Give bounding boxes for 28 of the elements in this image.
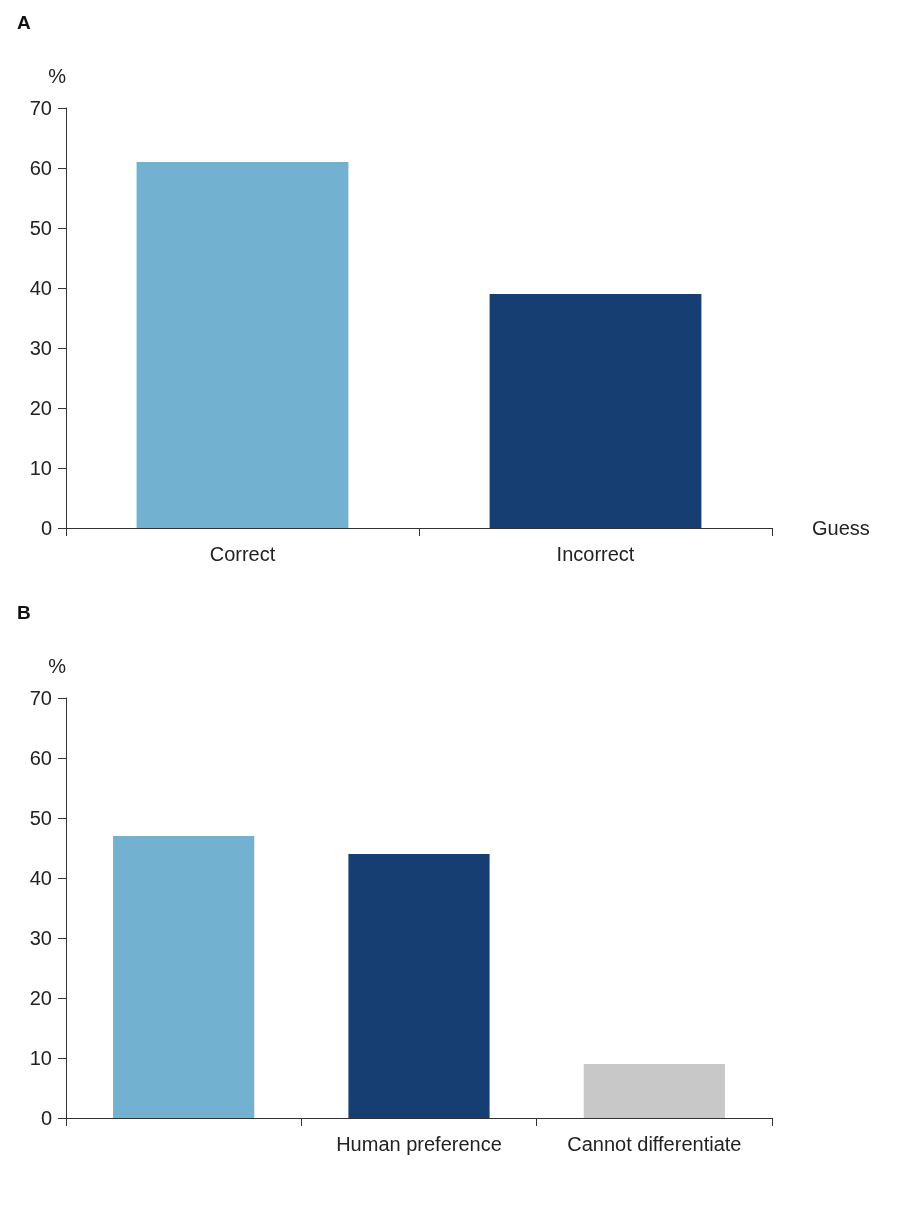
bar bbox=[583, 1064, 725, 1118]
y-tick-label: 10 bbox=[29, 457, 52, 479]
bar bbox=[113, 836, 255, 1118]
y-axis-title: % bbox=[48, 655, 67, 677]
x-tick-label: Human preference bbox=[336, 1133, 502, 1155]
y-tick-label: 40 bbox=[29, 277, 52, 299]
y-tick-label: 30 bbox=[29, 337, 52, 359]
x-tick-label: Correct bbox=[209, 543, 276, 565]
chart-title: B bbox=[17, 602, 31, 623]
y-axis-title: % bbox=[48, 65, 67, 87]
x-tick-label: Incorrect bbox=[556, 543, 635, 565]
y-tick-label: 0 bbox=[40, 517, 52, 539]
y-tick-label: 60 bbox=[29, 747, 52, 769]
y-tick-label: 20 bbox=[29, 397, 52, 419]
x-axis-title: Guess bbox=[812, 517, 870, 539]
y-tick-label: 30 bbox=[29, 927, 52, 949]
y-tick-label: 10 bbox=[29, 1047, 52, 1069]
y-tick-label: 40 bbox=[29, 867, 52, 889]
y-tick-label: 50 bbox=[29, 807, 52, 829]
x-tick-label: Cannot differentiate bbox=[567, 1133, 742, 1155]
y-tick-label: 70 bbox=[29, 687, 52, 709]
chart-title: A bbox=[17, 12, 31, 33]
y-tick-label: 20 bbox=[29, 987, 52, 1009]
y-tick-label: 0 bbox=[40, 1107, 52, 1129]
bar bbox=[348, 854, 490, 1118]
y-tick-label: 60 bbox=[29, 157, 52, 179]
y-tick-label: 70 bbox=[29, 97, 52, 119]
y-tick-label: 50 bbox=[29, 217, 52, 239]
